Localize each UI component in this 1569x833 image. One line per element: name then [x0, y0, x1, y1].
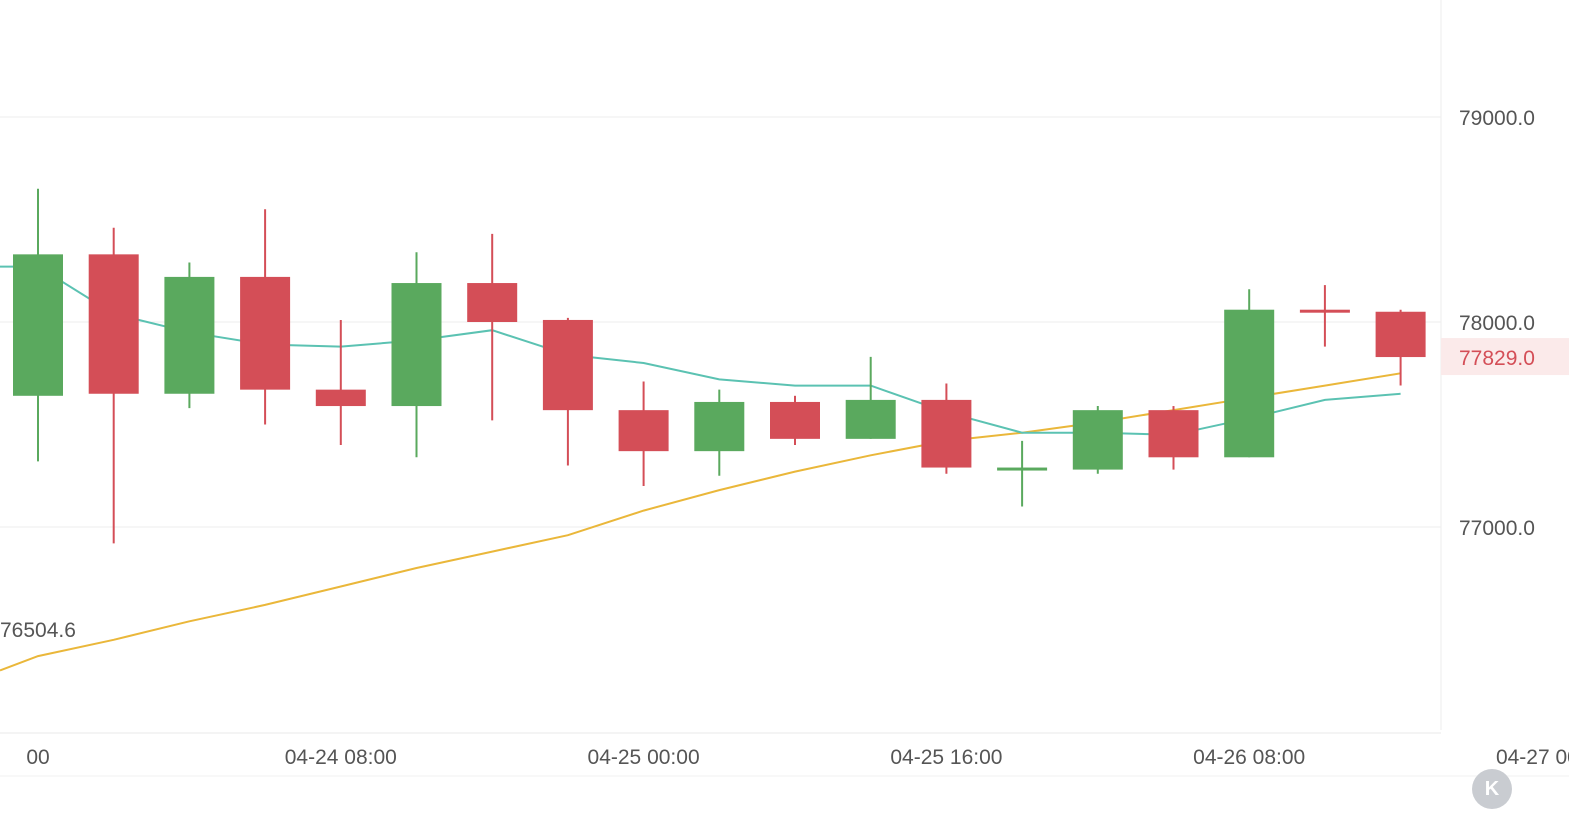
- candle-body: [618, 410, 669, 452]
- candle-body: [1299, 309, 1350, 313]
- candle-body: [467, 283, 518, 322]
- axis-layer: [0, 0, 1569, 777]
- candle-down[interactable]: [542, 317, 593, 466]
- candle-body: [1072, 410, 1123, 470]
- candle-down[interactable]: [240, 209, 291, 425]
- candle-body: [315, 389, 366, 407]
- candle-body: [1375, 311, 1426, 358]
- y-tick-label: 77000.0: [1459, 517, 1535, 540]
- x-tick-label: 04-25 16:00: [890, 746, 1002, 769]
- candle-down[interactable]: [315, 319, 366, 445]
- candle-body: [13, 254, 63, 396]
- candle-down[interactable]: [770, 395, 820, 445]
- candle-up[interactable]: [391, 252, 442, 458]
- label-layer: 79000.0 78000.0 77000.0 00 04-24 08:00 04-25 …: [0, 107, 1569, 769]
- candle-down[interactable]: [88, 227, 139, 544]
- k-logo-icon[interactable]: K: [1472, 769, 1512, 809]
- candle-down[interactable]: [1299, 285, 1350, 347]
- candle-body: [240, 276, 291, 390]
- y-tick-label: 79000.0: [1459, 107, 1535, 130]
- x-tick-label: 04-26 08:00: [1193, 746, 1305, 769]
- candle-body: [1224, 309, 1275, 458]
- candle-up[interactable]: [1224, 289, 1275, 458]
- candle-body: [1148, 410, 1199, 458]
- candle-body: [88, 254, 139, 394]
- candle-down[interactable]: [467, 233, 518, 421]
- candle-down[interactable]: [1375, 309, 1426, 386]
- x-tick-label: 04-25 00:00: [588, 746, 700, 769]
- candle-up[interactable]: [13, 188, 63, 462]
- candle-up[interactable]: [1072, 406, 1123, 474]
- last-price-label: 77829.0: [1459, 347, 1535, 370]
- candle-down[interactable]: [921, 383, 972, 474]
- candle-up[interactable]: [694, 389, 745, 476]
- candle-body: [921, 399, 972, 468]
- x-tick-label: 04-24 08:00: [285, 746, 397, 769]
- candle-up[interactable]: [164, 262, 215, 409]
- x-tick-label: 04-27 00:00: [1496, 746, 1569, 769]
- min-price-annotation: 76504.6: [0, 619, 76, 642]
- k-logo-label: K: [1484, 778, 1500, 800]
- candle-down[interactable]: [618, 381, 669, 486]
- candle-body: [997, 467, 1048, 471]
- candle-layer: [13, 188, 1426, 544]
- y-tick-label: 78000.0: [1459, 312, 1535, 335]
- candle-down[interactable]: [1148, 406, 1199, 470]
- candle-body: [694, 401, 745, 452]
- candle-body: [770, 401, 820, 439]
- candle-up[interactable]: [997, 440, 1048, 507]
- candle-body: [542, 319, 593, 411]
- candle-body: [164, 276, 215, 394]
- candle-up[interactable]: [845, 356, 896, 439]
- last-price-badge: [1441, 338, 1569, 376]
- candle-body: [845, 399, 896, 439]
- candle-body: [391, 283, 442, 407]
- x-tick-label: 00: [26, 746, 49, 769]
